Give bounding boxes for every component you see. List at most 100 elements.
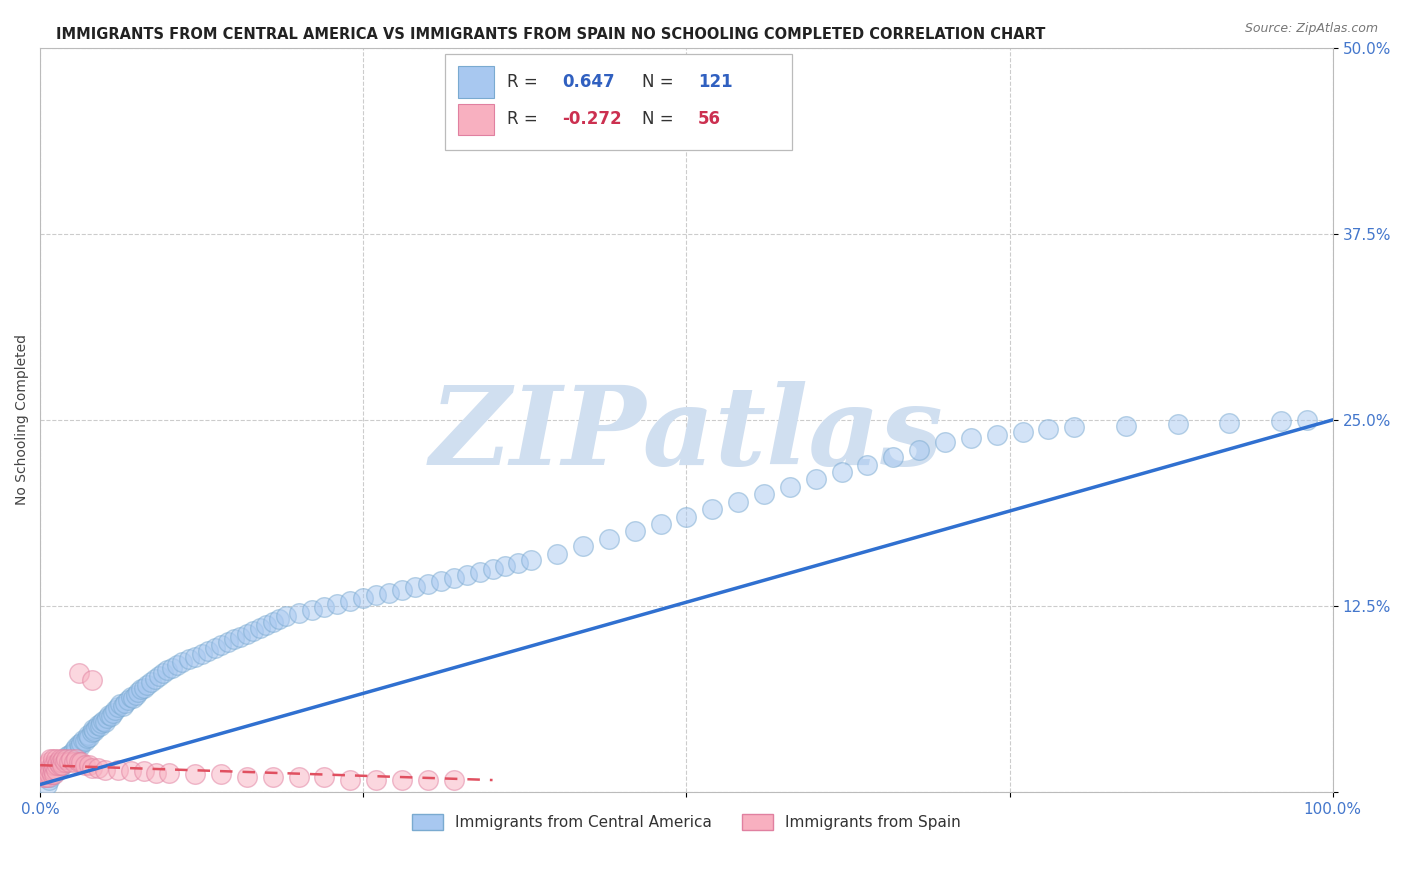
Point [287, 770, 309, 784]
Point [55, 752, 77, 766]
Point [1011, 425, 1033, 439]
Point [166, 658, 188, 673]
Point [391, 772, 413, 787]
Point [67, 737, 90, 751]
Point [1218, 416, 1240, 430]
Point [41, 758, 63, 772]
Point [1038, 422, 1060, 436]
Point [39, 763, 62, 777]
Point [430, 574, 453, 588]
Point [35, 778, 58, 792]
Point [148, 669, 170, 683]
Point [67, 755, 90, 769]
Point [702, 502, 724, 516]
Point [986, 427, 1008, 442]
Point [378, 585, 401, 599]
Point [675, 509, 697, 524]
Point [114, 696, 136, 710]
Point [77, 758, 100, 772]
Point [62, 755, 84, 769]
Point [156, 663, 179, 677]
Point [49, 758, 72, 772]
Point [38, 772, 60, 787]
Point [143, 672, 166, 686]
Point [141, 674, 163, 689]
Point [48, 758, 70, 772]
Point [229, 630, 252, 644]
Point [65, 752, 87, 766]
Point [132, 681, 155, 695]
Point [76, 731, 98, 746]
Point [856, 458, 879, 472]
Point [152, 665, 174, 680]
Point [752, 487, 775, 501]
Point [77, 728, 100, 742]
Point [77, 730, 100, 744]
FancyBboxPatch shape [457, 66, 494, 97]
Point [80, 673, 103, 688]
Point [352, 591, 374, 606]
Point [42, 752, 65, 766]
Point [60, 752, 83, 766]
Point [184, 649, 207, 664]
Point [882, 450, 904, 464]
Point [572, 540, 595, 554]
Point [366, 772, 388, 787]
Point [204, 640, 226, 655]
Point [110, 697, 132, 711]
Point [125, 688, 148, 702]
Point [56, 749, 79, 764]
Point [222, 632, 245, 646]
Point [274, 609, 297, 624]
Point [44, 767, 66, 781]
Point [598, 532, 620, 546]
Point [366, 589, 388, 603]
Text: N =: N = [643, 73, 679, 91]
Point [136, 678, 159, 692]
Point [197, 643, 219, 657]
Point [44, 758, 66, 772]
Point [520, 553, 543, 567]
Point [934, 435, 956, 450]
Point [326, 598, 349, 612]
Point [42, 767, 65, 781]
Point [45, 758, 67, 772]
Point [63, 745, 86, 759]
Point [59, 750, 82, 764]
Point [242, 624, 264, 639]
Point [82, 723, 104, 737]
Point [1063, 420, 1085, 434]
Point [404, 580, 426, 594]
Point [314, 770, 336, 784]
Point [46, 755, 69, 769]
Point [145, 765, 167, 780]
Point [101, 706, 124, 720]
Point [249, 621, 271, 635]
Point [58, 755, 80, 769]
Point [546, 547, 568, 561]
Point [120, 690, 142, 704]
Point [157, 765, 180, 780]
Point [120, 764, 142, 778]
Point [959, 431, 981, 445]
Point [55, 752, 77, 766]
Point [468, 565, 491, 579]
Point [727, 494, 749, 508]
Point [262, 615, 284, 630]
Point [62, 743, 84, 757]
Point [314, 600, 336, 615]
Point [254, 618, 277, 632]
Point [51, 755, 73, 769]
Point [67, 665, 90, 680]
Point [301, 603, 323, 617]
Point [39, 770, 62, 784]
Point [93, 714, 115, 729]
Text: 0.647: 0.647 [562, 73, 614, 91]
Point [38, 767, 60, 781]
Point [100, 709, 122, 723]
Point [190, 647, 212, 661]
Point [42, 763, 65, 777]
Text: Source: ZipAtlas.com: Source: ZipAtlas.com [1244, 22, 1378, 36]
Point [87, 718, 110, 732]
Point [129, 682, 152, 697]
